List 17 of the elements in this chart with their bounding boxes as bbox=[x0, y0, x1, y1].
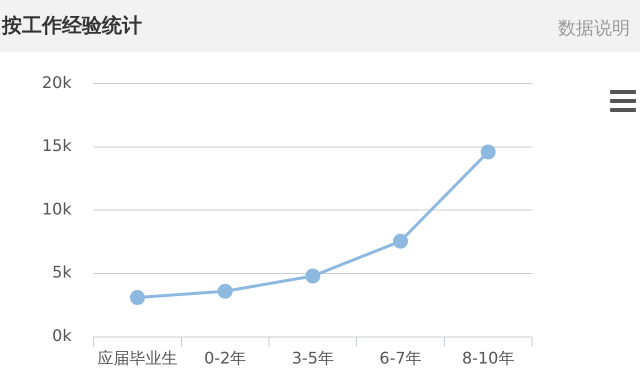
point bbox=[305, 268, 320, 284]
x-tick-label: 6-7年 bbox=[379, 348, 422, 368]
y-tick-label: 20k bbox=[42, 72, 72, 92]
point bbox=[218, 284, 233, 299]
x-tick-label: 0-2年 bbox=[204, 348, 246, 368]
point bbox=[480, 144, 496, 160]
chart-title: 按工作经验统计 bbox=[2, 12, 142, 39]
point bbox=[130, 290, 145, 306]
y-tick-label: 15k bbox=[42, 136, 72, 156]
y-tick-label: 0k bbox=[52, 326, 72, 345]
text: 数据说明 bbox=[558, 17, 630, 40]
point bbox=[392, 234, 408, 249]
x-tick-label: 应届毕业生 bbox=[97, 348, 178, 368]
x-tick-label: 8-10年 bbox=[462, 348, 514, 368]
y-tick-label: 5k bbox=[52, 262, 72, 282]
x-tick-label: 3-5年 bbox=[292, 348, 334, 368]
y-tick-label: 10k bbox=[42, 199, 72, 218]
